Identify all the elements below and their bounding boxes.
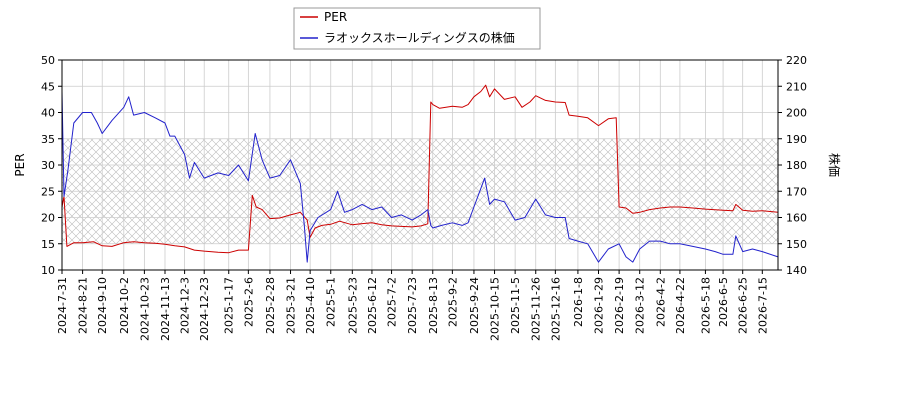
- x-tick-label: 2025-1-17: [223, 277, 236, 334]
- x-tick-label: 2025-4-10: [304, 277, 317, 334]
- x-tick-label: 2024-12-3: [179, 277, 192, 334]
- legend: PER ラオックスホールディングスの株価: [293, 7, 541, 50]
- x-tick-label: 2024-7-31: [56, 277, 69, 334]
- x-tick-label: 2025-2-28: [264, 277, 277, 334]
- legend-label-stock-price: ラオックスホールディングスの株価: [324, 30, 515, 45]
- y-axis-right-label: 株価: [827, 153, 842, 177]
- x-tick-label: 2024-10-2: [118, 277, 131, 334]
- y-right-tick-label: 210: [786, 80, 807, 93]
- x-tick-label: 2025-7-23: [406, 277, 419, 334]
- y-left-tick-label: 15: [41, 238, 55, 251]
- y-right-tick-label: 220: [786, 54, 807, 67]
- grid-lines: [61, 59, 778, 271]
- x-tick-label: 2024-10-23: [138, 277, 151, 341]
- x-tick-label: 2024-12-23: [198, 277, 211, 341]
- x-tick-label: 2026-1-8: [572, 277, 585, 327]
- y-right-tick-label: 160: [786, 212, 807, 225]
- x-tick-label: 2026-6-25: [737, 277, 750, 334]
- y-left-tick-label: 45: [41, 80, 55, 93]
- y-axis-left-label: PER: [13, 153, 27, 176]
- x-tick-label: 2025-8-13: [427, 277, 440, 334]
- series-line-stock-price: [61, 91, 779, 263]
- x-tick-label: 2024-11-13: [159, 277, 172, 341]
- series-layer: [61, 84, 779, 263]
- y-right-tick-label: 200: [786, 107, 807, 120]
- y-left-tick-label: 10: [41, 264, 55, 277]
- x-tick-label: 2026-1-29: [593, 277, 606, 334]
- x-tick-label: 2026-7-15: [756, 277, 769, 334]
- series-line-per: [61, 84, 779, 254]
- y-left-tick-label: 50: [41, 54, 55, 67]
- y-left-tick-label: 25: [41, 185, 55, 198]
- x-tick-label: 2026-3-12: [634, 277, 647, 334]
- y-right-tick-label: 150: [786, 238, 807, 251]
- y-left-tick-label: 40: [41, 107, 55, 120]
- y-right-tick-label: 190: [786, 133, 807, 146]
- x-tick-label: 2025-2-6: [242, 277, 255, 327]
- plot-frame: [61, 59, 779, 271]
- x-tick-label: 2026-4-2: [654, 277, 667, 327]
- x-tick-label: 2025-10-15: [489, 277, 502, 341]
- legend-box: [293, 7, 541, 50]
- legend-label-per: PER: [324, 10, 347, 24]
- x-tick-label: 2025-11-5: [509, 277, 522, 334]
- x-tick-label: 2024-8-21: [77, 277, 90, 334]
- axes: 10 140 15 150 20 160 25 170 30 180 35 190 40 200 45 210…: [41, 54, 807, 341]
- y-right-tick-label: 140: [786, 264, 807, 277]
- x-tick-label: 2025-9-24: [468, 277, 481, 334]
- x-tick-label: 2025-5-1: [325, 277, 338, 327]
- y-right-tick-label: 180: [786, 159, 807, 172]
- x-tick-label: 2026-6-5: [717, 277, 730, 327]
- y-left-tick-label: 20: [41, 212, 55, 225]
- x-tick-label: 2024-9-10: [96, 277, 109, 334]
- x-tick-label: 2025-3-21: [285, 277, 298, 334]
- x-tick-label: 2025-7-2: [386, 277, 399, 327]
- x-tick-label: 2025-5-23: [346, 277, 359, 334]
- x-tick-label: 2026-4-22: [674, 277, 687, 334]
- x-tick-label: 2025-11-26: [530, 277, 543, 341]
- x-tick-label: 2026-2-19: [613, 277, 626, 334]
- x-tick-label: 2025-12-16: [549, 277, 562, 341]
- y-right-tick-label: 170: [786, 185, 807, 198]
- y-left-tick-label: 35: [41, 133, 55, 146]
- x-tick-label: 2025-9-2: [446, 277, 459, 327]
- x-tick-label: 2026-5-18: [699, 277, 712, 334]
- x-tick-label: 2025-6-12: [366, 277, 379, 334]
- y-left-tick-label: 30: [41, 159, 55, 172]
